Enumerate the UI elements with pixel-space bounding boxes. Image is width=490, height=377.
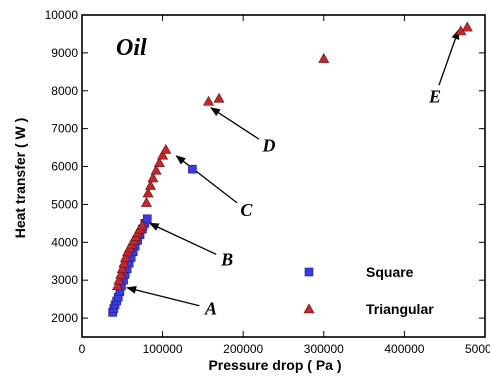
- annotations: A B C D E: [126, 29, 460, 319]
- triangular-point: [203, 95, 215, 106]
- y-tick-label: 9000: [51, 46, 78, 60]
- chart-title: Oil: [116, 35, 147, 61]
- triangular-point: [140, 196, 152, 207]
- legend-label-square: Square: [366, 264, 414, 280]
- y-tick-label: 3000: [51, 273, 78, 287]
- y-tick-label: 5000: [51, 197, 78, 211]
- annotation-arrow-b: [148, 222, 217, 255]
- square-point: [188, 164, 197, 174]
- triangular-point: [115, 268, 127, 279]
- triangular-point: [213, 92, 225, 103]
- triangular-point: [120, 251, 132, 262]
- y-tick-label: 6000: [51, 160, 78, 174]
- annotation-arrow-e: [438, 29, 460, 86]
- triangular-point: [157, 149, 169, 160]
- annotation-label-a: A: [204, 299, 217, 319]
- triangular-point: [150, 164, 162, 175]
- y-tick-label: 8000: [51, 84, 78, 98]
- triangular-point: [160, 143, 172, 154]
- plot-frame: [81, 14, 486, 338]
- x-tick-label: 300000: [304, 342, 344, 356]
- x-tick-label: 100000: [143, 342, 183, 356]
- y-tick-label: 10000: [45, 8, 79, 22]
- axis-tick-labels: 0 100000 200000 300000 400000 500000 2000 3000 4…: [45, 8, 490, 356]
- legend: Square Triangular: [303, 264, 434, 317]
- annotation-arrow-a: [126, 286, 200, 307]
- data-points: [108, 21, 473, 317]
- y-tick-label: 4000: [51, 235, 78, 249]
- square-point: [142, 214, 152, 224]
- annotation-label-d: D: [261, 136, 275, 156]
- x-axis-title: Pressure drop ( Pa ): [208, 357, 341, 373]
- annotation-label-e: E: [428, 86, 441, 106]
- triangular-point: [113, 274, 125, 285]
- legend-marker-square: [304, 267, 314, 277]
- annotation-arrow-c: [175, 155, 238, 204]
- triangular-point: [461, 21, 473, 32]
- triangular-point: [318, 52, 330, 63]
- triangular-point: [153, 157, 165, 168]
- legend-label-triangular: Triangular: [366, 301, 434, 317]
- x-tick-label: 200000: [223, 342, 263, 356]
- y-axis-title: Heat transfer ( W ): [12, 118, 28, 239]
- x-tick-label: 500000: [465, 342, 490, 356]
- x-tick-label: 400000: [384, 342, 424, 356]
- triangular-point: [145, 179, 157, 190]
- annotation-arrow-d: [210, 107, 260, 140]
- annotation-label-b: B: [220, 249, 233, 269]
- annotation-label-c: C: [240, 200, 253, 220]
- triangular-point: [142, 187, 154, 198]
- axis-ticks: [81, 14, 486, 337]
- legend-marker-triangular: [303, 303, 315, 314]
- triangular-point: [136, 219, 148, 230]
- triangular-point: [111, 280, 123, 291]
- triangular-point: [118, 257, 130, 268]
- y-tick-label: 7000: [51, 122, 78, 136]
- y-tick-label: 2000: [51, 311, 78, 325]
- triangular-point: [147, 172, 159, 183]
- triangular-point: [116, 263, 128, 274]
- x-tick-label: 0: [79, 342, 86, 356]
